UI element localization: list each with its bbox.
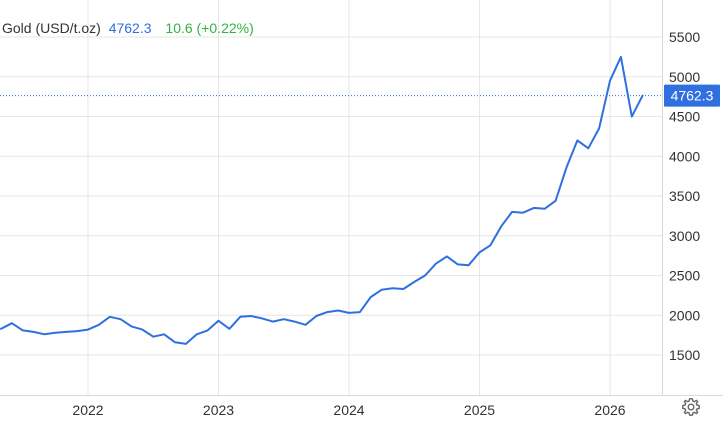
y-tick-label: 2500 [669, 268, 700, 284]
last-price-label-text: 4762.3 [671, 88, 714, 104]
y-tick-label: 5000 [669, 69, 700, 85]
chart-grid [0, 0, 723, 396]
y-tick-label: 2000 [669, 307, 700, 323]
legend-price: 4762.3 [108, 20, 152, 36]
y-tick-label: 3500 [669, 188, 700, 204]
y-tick-label: 1500 [669, 347, 700, 363]
legend-symbol: Gold (USD/t.oz) [2, 20, 101, 36]
x-tick-label: 2025 [464, 402, 495, 418]
y-axis: 1500 2000 2500 3000 3500 4000 4500 5000 5500 [669, 29, 700, 363]
x-tick-label: 2023 [203, 402, 234, 418]
x-tick-label: 2026 [594, 402, 625, 418]
y-tick-label: 4500 [669, 109, 700, 125]
series-line-gold[interactable] [0, 55, 644, 345]
last-price-label-bg [664, 84, 720, 107]
y-tick-label: 3000 [669, 228, 700, 244]
y-tick-label: 5500 [669, 29, 700, 45]
last-price-label: 4762.3 [664, 84, 720, 107]
y-tick-label: 4000 [669, 148, 700, 164]
x-tick-label: 2022 [72, 402, 103, 418]
settings-button[interactable] [681, 397, 701, 417]
legend-change: 10.6 (+0.22%) [165, 20, 254, 36]
legend: Gold (USD/t.oz) 4762.3 10.6 (+0.22%) [2, 20, 254, 36]
gear-icon [682, 398, 700, 416]
x-axis: 2022 2023 2024 2025 2026 [72, 402, 625, 418]
x-tick-label: 2024 [333, 402, 364, 418]
